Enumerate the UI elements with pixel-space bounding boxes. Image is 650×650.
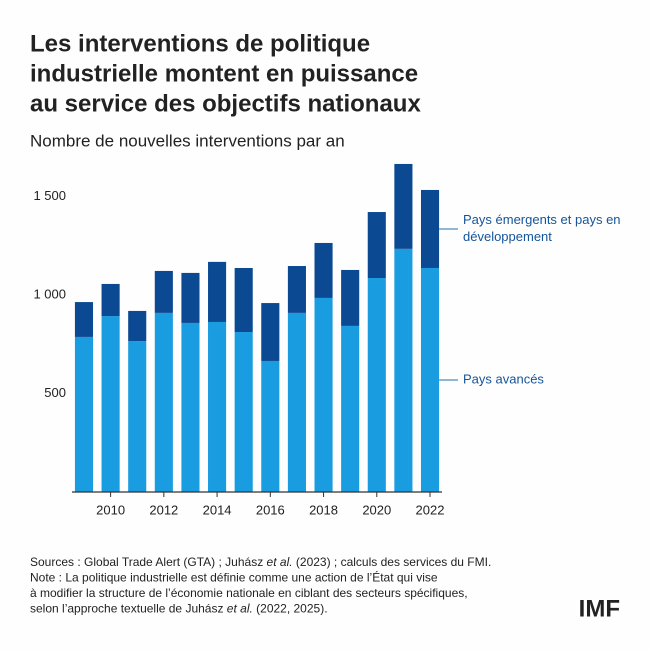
bar-segment [208, 321, 227, 492]
bar-segment [341, 269, 360, 326]
x-tick-label: 2018 [309, 502, 338, 517]
bar-segment [367, 278, 386, 492]
bar-segment [420, 189, 440, 268]
bar-segment [101, 283, 120, 317]
note: à modifier la structure de l’économie na… [30, 586, 468, 600]
bar-segment [261, 360, 280, 492]
bar-segment [154, 312, 173, 492]
note-part: (2022, 2025). [253, 602, 328, 616]
x-tick-label: 2010 [96, 502, 125, 517]
note-part: et al. [227, 602, 253, 616]
y-tick-label: 1 000 [33, 286, 66, 301]
bar-segment [314, 297, 333, 492]
bar-segment [101, 316, 120, 492]
legend-label: Pays avancés [463, 371, 544, 387]
bar-segment [128, 341, 147, 492]
x-tick-label: 2020 [362, 502, 391, 517]
bar-segment [208, 261, 227, 322]
bar-segment [74, 302, 94, 337]
bar-segment [314, 242, 333, 298]
x-tick-label: 2022 [416, 502, 445, 517]
x-tick-label: 2014 [203, 502, 232, 517]
note: Note : La politique industrielle est déf… [30, 570, 438, 585]
note: selon l’approche textuelle de Juhász et … [30, 602, 328, 616]
y-tick-label: 500 [44, 385, 66, 400]
x-tick-label: 2012 [149, 502, 178, 517]
bar-segment [181, 322, 200, 492]
note-part: (2023) ; calculs des services du FMI. [293, 555, 492, 569]
bar-segment [234, 267, 253, 333]
bar-segment [128, 310, 147, 342]
chart-title: industrielle montent en puissance [30, 60, 418, 87]
note-part: Note : La politique industrielle est déf… [30, 570, 438, 585]
y-tick-label: 1 500 [33, 188, 66, 203]
bar-segment [261, 303, 280, 361]
bar-segment [181, 272, 200, 323]
bar-segment [394, 163, 413, 249]
chart-subtitle: Nombre de nouvelles interventions par an [30, 131, 345, 150]
bar-segment [394, 248, 413, 492]
bar-segment [287, 266, 306, 313]
chart-title: au service des objectifs nationaux [30, 90, 421, 117]
bar-segment [234, 332, 253, 492]
logo: IMF [579, 595, 620, 622]
x-tick-label: 2016 [256, 502, 285, 517]
note-part: Sources : Global Trade Alert (GTA) ; Juh… [30, 555, 267, 569]
bar-segment [74, 336, 94, 492]
bar-segment [154, 270, 173, 313]
note-part: à modifier la structure de l’économie na… [30, 586, 468, 600]
bar-segment [341, 325, 360, 492]
bar-segment [367, 212, 386, 279]
bar-segment [287, 312, 306, 492]
chart-title: Les interventions de politique [30, 30, 370, 57]
note-part: selon l’approche textuelle de Juhász [30, 602, 227, 616]
note: Sources : Global Trade Alert (GTA) ; Juh… [30, 555, 491, 569]
bar-segment [420, 267, 440, 492]
note-part: et al. [267, 555, 293, 569]
legend-label: Pays émergents et pays en développement [463, 211, 621, 244]
